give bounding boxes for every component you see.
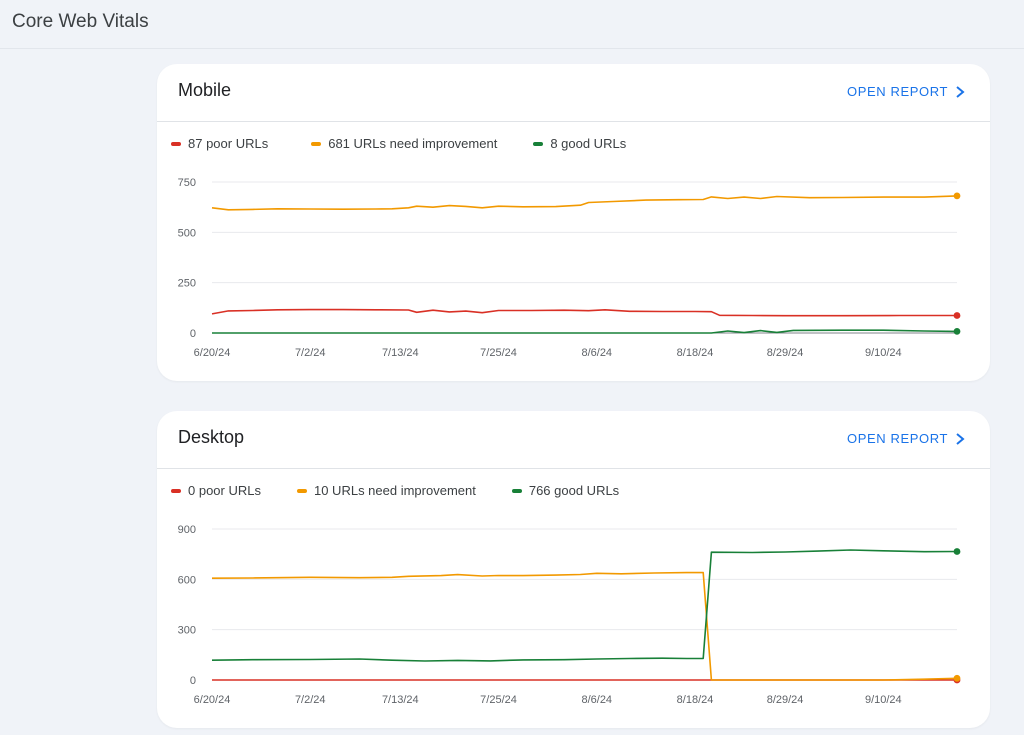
series-line-1[interactable] [211, 571, 958, 681]
series-end-point-0[interactable] [953, 312, 961, 319]
legend-item-poor[interactable]: 0 poor URLs [171, 483, 261, 498]
x-tick-label: 7/13/24 [382, 347, 419, 359]
y-tick-label: 0 [190, 675, 196, 687]
series-line-0[interactable] [211, 308, 957, 317]
x-tick-label: 8/29/24 [767, 694, 804, 706]
y-tick-label: 900 [178, 524, 196, 536]
page-title: Core Web Vitals [12, 11, 149, 32]
y-tick-label: 300 [178, 625, 196, 637]
x-tick-label: 7/2/24 [295, 347, 326, 359]
legend-swatch-good [533, 141, 544, 146]
x-tick-label: 6/20/24 [194, 694, 231, 706]
legend-item-poor[interactable]: 87 poor URLs [171, 136, 268, 151]
card-header: Mobile OPEN REPORT [157, 64, 990, 122]
x-tick-label: 8/18/24 [677, 694, 714, 706]
mobile-chart: 0 250 500 750 6/20/24 7/2/24 7/13/24 7/25/24 8/6… [178, 177, 961, 359]
desktop-card: Desktop OPEN REPORT 0 poor URLs 10 URLs … [157, 411, 990, 728]
x-tick-label: 7/25/24 [480, 347, 517, 359]
x-tick-label: 8/6/24 [581, 694, 612, 706]
x-tick-label: 8/29/24 [767, 347, 804, 359]
chevron-right-icon [956, 85, 965, 98]
top-bar: Core Web Vitals [0, 0, 1024, 49]
x-tick-label: 9/10/24 [865, 347, 902, 359]
legend-label-good: 766 good URLs [528, 483, 620, 498]
legend-swatch-poor [171, 141, 181, 146]
y-tick-label: 250 [178, 278, 196, 290]
x-tick-label: 7/13/24 [382, 694, 419, 706]
open-report-label: OPEN REPORT [847, 431, 948, 446]
legend-swatch-poor [171, 488, 181, 493]
desktop-chart: 0 300 600 900 6/20/24 7/2/24 7/13/24 7/25/24 8/6… [178, 524, 961, 706]
open-report-label: OPEN REPORT [847, 84, 948, 99]
card-title: Mobile [178, 80, 232, 100]
x-tick-label: 8/6/24 [581, 347, 612, 359]
chevron-right-icon [956, 432, 965, 445]
legend-swatch-good [511, 488, 522, 493]
y-tick-label: 750 [178, 177, 196, 189]
legend-item-needs-improvement[interactable]: 681 URLs need improvement [311, 136, 497, 151]
series-line-2[interactable] [212, 329, 958, 334]
open-report-button[interactable]: OPEN REPORT [847, 431, 966, 446]
card-title: Desktop [178, 427, 245, 447]
legend-item-good[interactable]: 8 good URLs [533, 136, 626, 151]
legend-swatch-needs-improvement [311, 141, 322, 146]
y-tick-label: 500 [178, 227, 196, 239]
legend-swatch-needs-improvement [296, 488, 307, 493]
y-tick-label: 0 [190, 328, 196, 340]
legend-label-needs-improvement: 681 URLs need improvement [328, 136, 498, 151]
chart-legend: 87 poor URLs 681 URLs need improvement 8… [171, 136, 626, 151]
series-end-point-1[interactable] [953, 192, 961, 200]
mobile-card: Mobile OPEN REPORT 87 poor URLs 681 URLs… [157, 64, 990, 381]
x-tick-label: 7/2/24 [295, 694, 326, 706]
legend-label-poor: 0 poor URLs [188, 483, 261, 498]
x-tick-label: 7/25/24 [480, 694, 517, 706]
open-report-button[interactable]: OPEN REPORT [847, 84, 966, 99]
series-line-2[interactable] [211, 549, 958, 662]
series-end-point-2[interactable] [953, 548, 961, 555]
legend-label-needs-improvement: 10 URLs need improvement [313, 483, 476, 498]
series-end-point-1[interactable] [953, 674, 961, 682]
legend-label-good: 8 good URLs [550, 136, 627, 151]
card-header: Desktop OPEN REPORT [157, 411, 990, 469]
x-tick-label: 9/10/24 [865, 694, 902, 706]
legend-item-needs-improvement[interactable]: 10 URLs need improvement [296, 483, 476, 498]
y-tick-label: 600 [178, 574, 196, 586]
x-tick-label: 6/20/24 [194, 347, 231, 359]
series-line-1[interactable] [211, 195, 958, 211]
legend-label-poor: 87 poor URLs [188, 136, 269, 151]
chart-legend: 0 poor URLs 10 URLs need improvement 766… [171, 483, 619, 498]
series-end-point-2[interactable] [953, 327, 961, 335]
x-tick-label: 8/18/24 [677, 347, 714, 359]
legend-item-good[interactable]: 766 good URLs [511, 483, 620, 498]
